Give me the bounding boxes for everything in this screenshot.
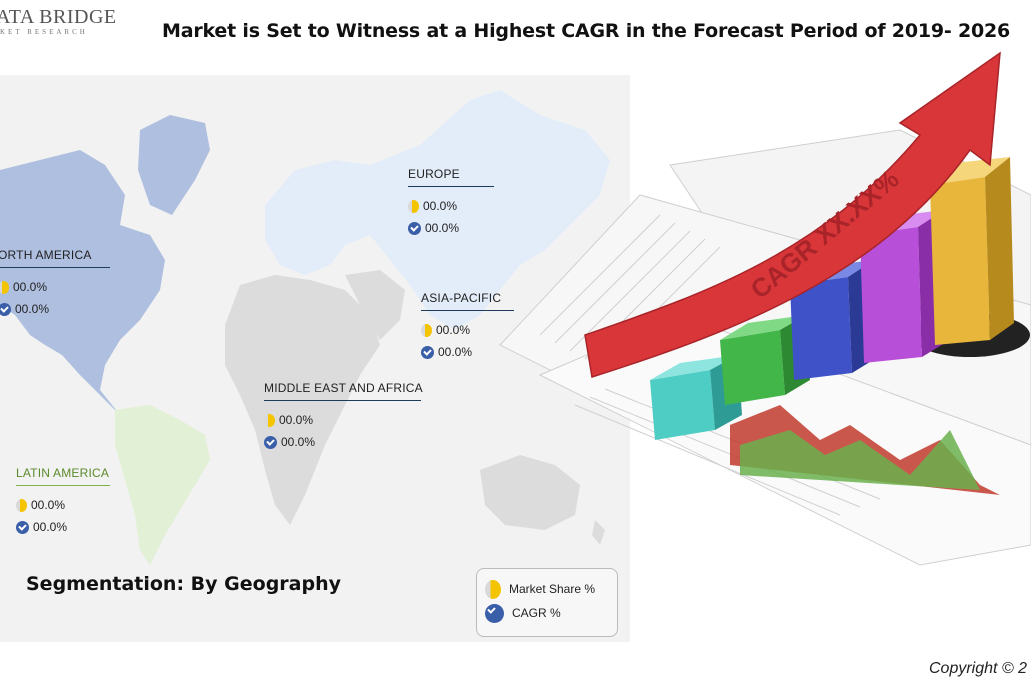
region-underline (264, 400, 421, 401)
region-europe: EUROPE 00.0% 00.0% (408, 167, 494, 239)
cagr-value: 00.0% (438, 345, 473, 359)
market-share-value: 00.0% (13, 280, 48, 294)
cagr-value: 00.0% (281, 435, 316, 449)
segmentation-label: Segmentation: By Geography (26, 573, 341, 595)
legend-market-share: Market Share % (477, 577, 617, 601)
market-share-icon (16, 498, 27, 512)
cagr-icon (0, 302, 11, 316)
cagr-icon (485, 603, 504, 623)
cagr-icon (16, 520, 29, 534)
market-share-value: 00.0% (279, 413, 314, 427)
region-name: ORTH AMERICA (0, 248, 92, 262)
page-title: Market is Set to Witness at a Highest CA… (162, 20, 1011, 42)
latin-america-shape (115, 405, 210, 565)
company-logo: ATA BRIDGE KET RESEARCH (0, 6, 117, 36)
legend-cagr-label: CAGR % (512, 606, 561, 620)
region-middle-east-africa: MIDDLE EAST AND AFRICA 00.0% 00.0% (264, 381, 423, 453)
market-share-icon (0, 280, 9, 294)
market-share-icon (264, 413, 275, 427)
market-share-value: 00.0% (436, 323, 471, 337)
cagr-icon (408, 221, 421, 235)
new-zealand-shape (592, 520, 605, 545)
cagr-icon (264, 435, 277, 449)
market-share-value: 00.0% (31, 498, 66, 512)
region-underline (408, 186, 494, 187)
market-share-icon (421, 323, 432, 337)
area-chart-green (740, 430, 980, 490)
cagr-value: 00.0% (15, 302, 50, 316)
logo-name: ATA BRIDGE (0, 6, 117, 28)
market-share-icon (485, 579, 501, 599)
market-share-icon (408, 199, 419, 213)
region-north-america: ORTH AMERICA 00.0% 00.0% (0, 248, 110, 320)
region-underline (0, 267, 110, 268)
region-latin-america: LATIN AMERICA 00.0% 00.0% (16, 466, 110, 538)
region-name: EUROPE (408, 167, 460, 181)
logo-subtitle: KET RESEARCH (0, 28, 88, 36)
region-name: ASIA-PACIFIC (421, 291, 502, 305)
copyright-notice: Copyright © 2 (929, 660, 1028, 677)
region-underline (421, 310, 514, 311)
middle-east-shape (345, 270, 405, 340)
growth-chart-illustration: CAGR XX.XX% (499, 51, 1031, 566)
legend-market-share-label: Market Share % (509, 582, 596, 596)
region-asia-pacific: ASIA-PACIFIC 00.0% 00.0% (421, 291, 514, 363)
north-america-shape (0, 150, 165, 415)
region-name: MIDDLE EAST AND AFRICA (264, 381, 423, 395)
cagr-value: 00.0% (33, 520, 68, 534)
region-name: LATIN AMERICA (16, 466, 110, 480)
cagr-value: 00.0% (425, 221, 460, 235)
cagr-icon (421, 345, 434, 359)
australia-shape (480, 455, 580, 530)
region-underline (16, 485, 110, 486)
growth-arrow (584, 51, 1001, 378)
world-map (0, 90, 610, 565)
market-share-value: 00.0% (423, 199, 458, 213)
legend-cagr: CAGR % (477, 601, 617, 625)
asia-shape (370, 90, 610, 330)
legend: Market Share % CAGR % (476, 568, 618, 637)
europe-shape (265, 160, 390, 275)
greenland-shape (138, 115, 210, 215)
